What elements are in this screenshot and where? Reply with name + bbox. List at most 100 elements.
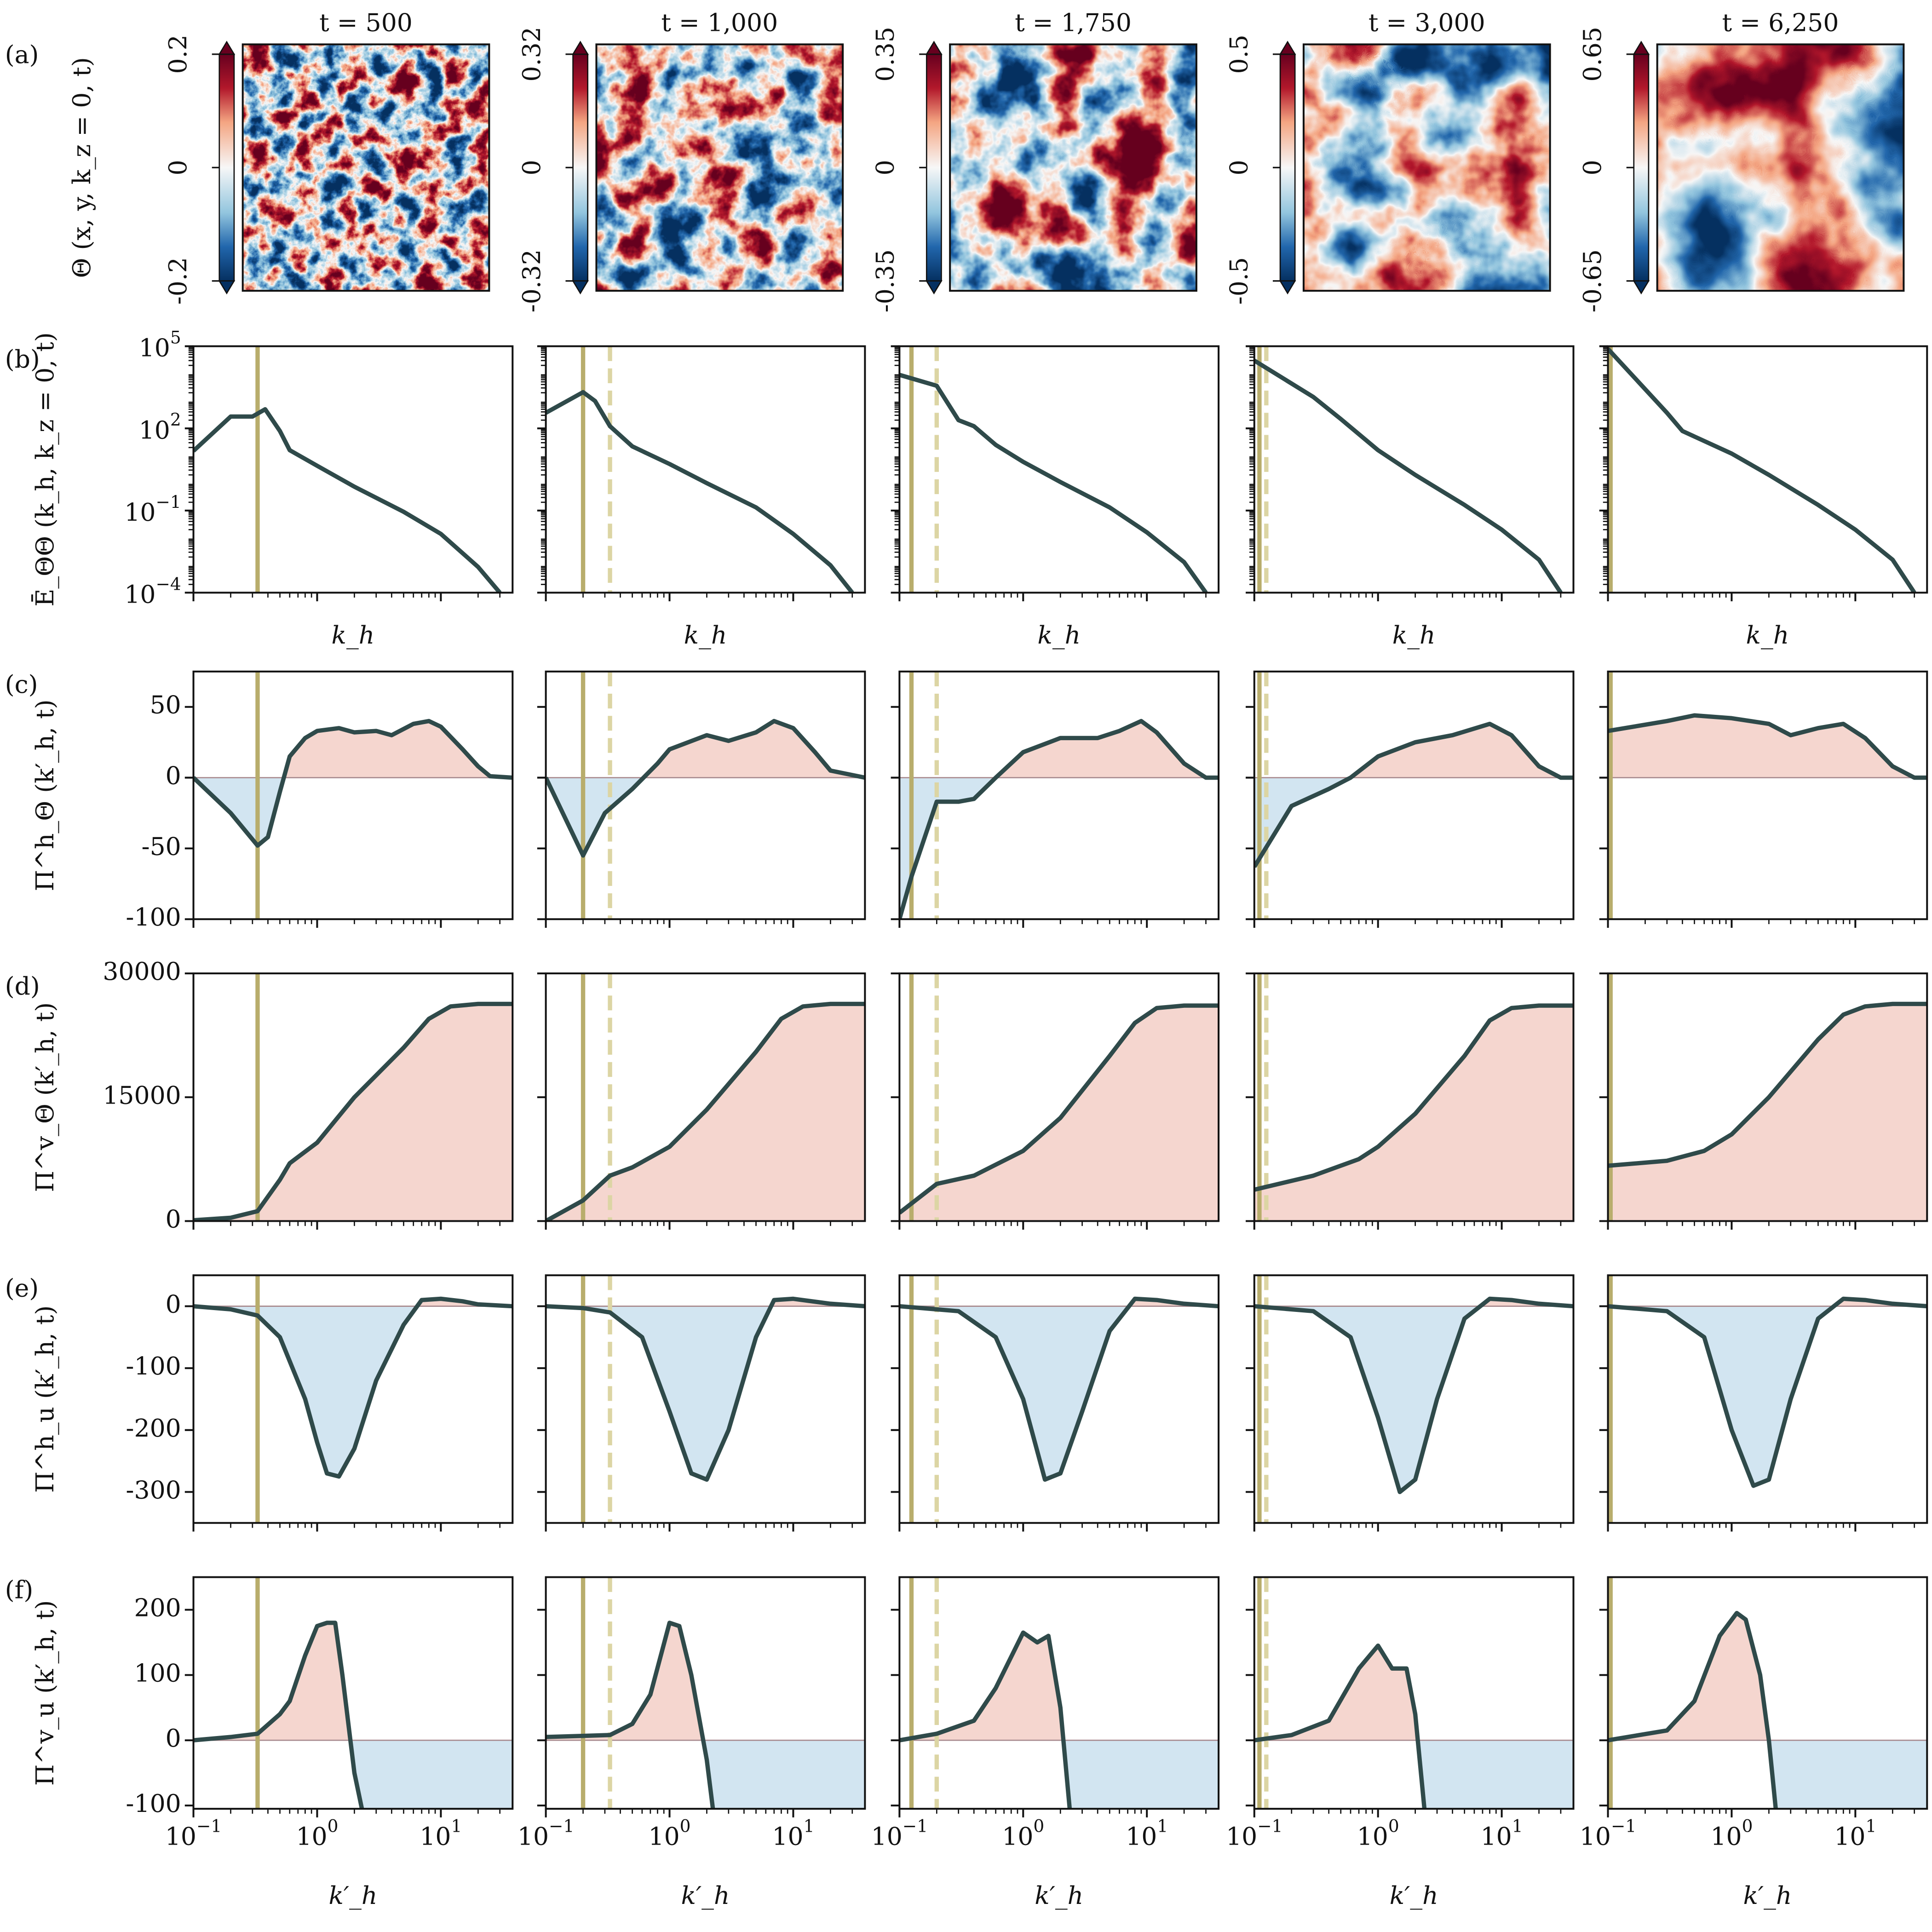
tick-exponent: 2 bbox=[170, 409, 181, 430]
tick-base: 10 bbox=[139, 334, 170, 362]
colorbar-tick-label: 0.35 bbox=[871, 27, 900, 81]
heatmap-frame bbox=[1656, 43, 1905, 292]
heatmap-frame bbox=[242, 43, 490, 292]
tick-base: 10 bbox=[518, 1822, 549, 1851]
axes-frame bbox=[192, 345, 514, 594]
tick-base: 10 bbox=[1710, 1822, 1742, 1851]
negative-area bbox=[546, 777, 865, 856]
axes-frame bbox=[192, 1274, 514, 1524]
positive-area bbox=[1254, 1006, 1574, 1221]
colorbar-tick-label: 0.5 bbox=[1224, 34, 1253, 74]
negative-area bbox=[899, 777, 1219, 920]
axes-frame bbox=[1607, 670, 1928, 920]
series-line bbox=[899, 719, 1219, 920]
tick-base: 10 bbox=[420, 1822, 451, 1851]
axes-frame bbox=[192, 670, 514, 920]
y-axis-label: Θ (x, y, k_z = 0, t) bbox=[67, 57, 96, 278]
series-line bbox=[1254, 721, 1574, 868]
panel-title: t = 1,750 bbox=[1015, 8, 1132, 37]
tick-label: -200 bbox=[126, 1414, 181, 1443]
x-axis-label: k′_h bbox=[1035, 1881, 1083, 1910]
colorbar-tick-label: 0.32 bbox=[517, 27, 546, 81]
tick-label: 101 bbox=[1481, 1816, 1523, 1851]
colorbar-extend bbox=[925, 40, 943, 55]
tick-label: 10−4 bbox=[124, 574, 181, 609]
colorbar bbox=[218, 53, 235, 282]
colorbar-tick-label: 0.2 bbox=[163, 34, 192, 74]
tick-label: 10−1 bbox=[1226, 1816, 1282, 1851]
axes-frame bbox=[1253, 1274, 1575, 1524]
tick-label: 30000 bbox=[103, 957, 181, 986]
tick-exponent: −1 bbox=[1611, 1816, 1636, 1836]
negative-area bbox=[1418, 1740, 1574, 1809]
axes-frame bbox=[898, 670, 1220, 920]
tick-label: 100 bbox=[1357, 1816, 1399, 1851]
colorbar-tick-label: 0 bbox=[1224, 160, 1253, 175]
tick-exponent: 0 bbox=[1388, 1816, 1399, 1836]
tick-exponent: 1 bbox=[1157, 1816, 1168, 1836]
series-line bbox=[546, 1001, 865, 1221]
panel-label: (b) bbox=[5, 345, 40, 374]
series-line bbox=[899, 1630, 1072, 1809]
x-axis-label: k′_h bbox=[328, 1881, 377, 1910]
tick-label: -300 bbox=[126, 1475, 181, 1504]
axes-frame bbox=[545, 345, 866, 594]
tick-base: 10 bbox=[1226, 1822, 1257, 1851]
tick-label: 101 bbox=[1126, 1816, 1168, 1851]
colorbar-extend bbox=[218, 40, 236, 55]
x-axis-label: k′_h bbox=[681, 1881, 730, 1910]
tick-base: 10 bbox=[772, 1822, 803, 1851]
tick-base: 10 bbox=[1481, 1822, 1512, 1851]
panel-label: (d) bbox=[5, 972, 40, 1000]
axes-frame bbox=[545, 1274, 866, 1524]
y-axis-label: Π^v_Θ (k′_h, t) bbox=[30, 1002, 59, 1192]
heatmap bbox=[242, 44, 489, 291]
negative-area bbox=[193, 777, 513, 846]
tick-label: 100 bbox=[1710, 1816, 1753, 1851]
tick-base: 10 bbox=[124, 580, 155, 609]
axes-frame bbox=[545, 670, 866, 920]
heatmap bbox=[1657, 44, 1904, 291]
axes-frame bbox=[898, 1576, 1220, 1810]
series-line bbox=[193, 407, 502, 593]
negative-area bbox=[193, 1306, 513, 1477]
axes-frame bbox=[898, 345, 1220, 594]
panel-label: (e) bbox=[5, 1273, 39, 1302]
series-line bbox=[1608, 1296, 1927, 1488]
axes-frame bbox=[1253, 1576, 1575, 1810]
x-axis-label: k_h bbox=[332, 621, 375, 650]
tick-label: 0 bbox=[166, 1724, 181, 1753]
series-line bbox=[1608, 713, 1927, 780]
panel-title: t = 3,000 bbox=[1368, 8, 1485, 37]
tick-label: 101 bbox=[1834, 1816, 1876, 1851]
panel-title: t = 6,250 bbox=[1722, 8, 1839, 37]
tick-exponent: −1 bbox=[155, 491, 181, 512]
series-line bbox=[899, 1296, 1219, 1482]
tick-label: 101 bbox=[420, 1816, 462, 1851]
colorbar bbox=[572, 53, 589, 282]
series-line bbox=[1608, 347, 1916, 593]
series-line bbox=[193, 1621, 364, 1809]
positive-area bbox=[1351, 724, 1561, 778]
panel-label: (a) bbox=[5, 40, 39, 69]
axes-frame bbox=[545, 1576, 866, 1810]
tick-exponent: 1 bbox=[804, 1816, 815, 1836]
axes-frame bbox=[1607, 1576, 1928, 1810]
negative-area bbox=[703, 1740, 865, 1809]
panel-label: (f) bbox=[5, 1576, 34, 1604]
tick-label: 10−1 bbox=[518, 1816, 574, 1851]
tick-exponent: −1 bbox=[196, 1816, 222, 1836]
heatmap-frame bbox=[1302, 43, 1551, 292]
tick-base: 10 bbox=[165, 1822, 196, 1851]
tick-base: 10 bbox=[1834, 1822, 1865, 1851]
tick-label: 102 bbox=[139, 409, 181, 445]
colorbar-tick-label: -0.32 bbox=[517, 249, 546, 312]
negative-area bbox=[899, 1306, 1219, 1480]
positive-area bbox=[643, 721, 865, 778]
tick-exponent: 0 bbox=[1033, 1816, 1044, 1836]
colorbar-extend bbox=[925, 280, 943, 295]
tick-label: -100 bbox=[126, 1789, 181, 1818]
colorbar-tick-label: -0.5 bbox=[1224, 257, 1253, 305]
negative-area bbox=[1254, 777, 1574, 867]
series-line bbox=[1254, 1003, 1574, 1192]
